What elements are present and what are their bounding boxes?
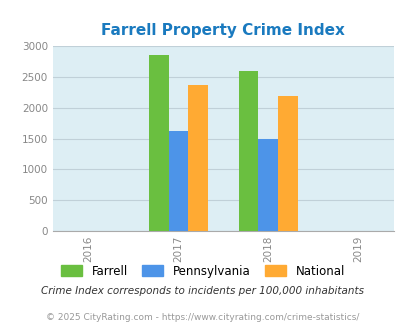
Text: Crime Index corresponds to incidents per 100,000 inhabitants: Crime Index corresponds to incidents per…: [41, 286, 364, 296]
Bar: [168, 131, 188, 231]
Text: © 2025 CityRating.com - https://www.cityrating.com/crime-statistics/: © 2025 CityRating.com - https://www.city…: [46, 313, 359, 322]
Legend: Farrell, Pennsylvania, National: Farrell, Pennsylvania, National: [56, 260, 349, 282]
Bar: [238, 71, 258, 231]
Bar: [149, 55, 168, 231]
Bar: [277, 96, 297, 231]
Title: Farrell Property Crime Index: Farrell Property Crime Index: [101, 23, 344, 38]
Bar: [258, 139, 277, 231]
Bar: [188, 85, 207, 231]
